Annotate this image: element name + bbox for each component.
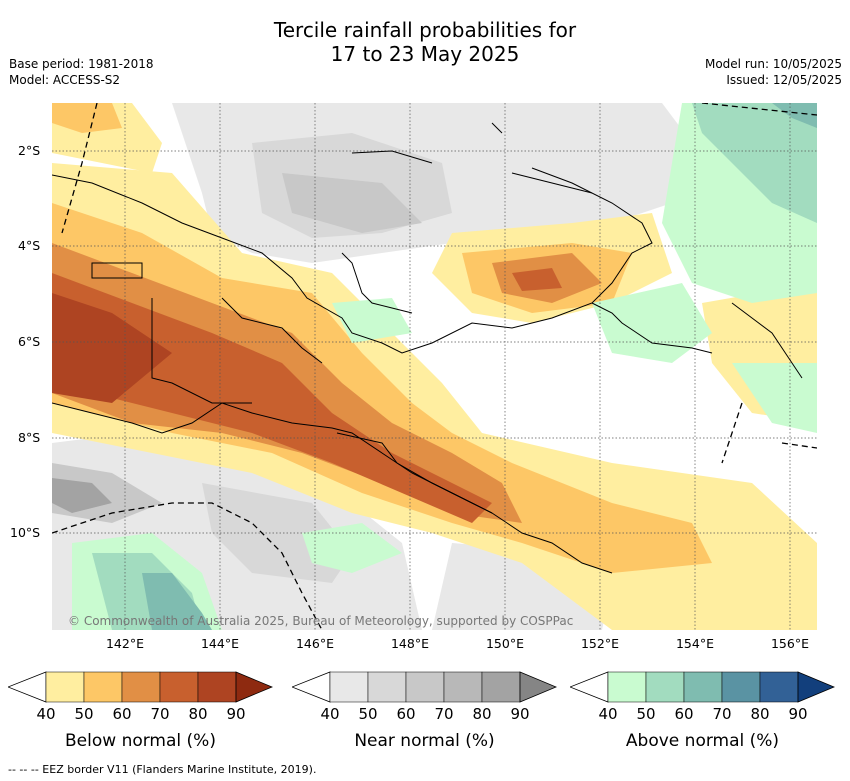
- colorbar-near-normal: [292, 671, 557, 703]
- colorbar-above-title: Above normal (%): [625, 731, 780, 751]
- cb-below-tick-40: 40: [36, 705, 56, 723]
- colorbar-above-bin-40: [607, 671, 647, 703]
- cb-above-tick-70: 70: [712, 705, 732, 723]
- colorbar-below-title: Below normal (%): [65, 731, 216, 751]
- coastlines: [52, 122, 803, 574]
- cb-near-tick-50: 50: [358, 705, 378, 723]
- lon-label-154e: 154°E: [675, 636, 714, 651]
- colorbar-near-bin-80: [481, 671, 521, 703]
- colorbar-above-bin-70: [721, 671, 761, 703]
- cb-below-tick-50: 50: [74, 705, 94, 723]
- base-period-text: Base period: 1981-2018: [9, 57, 154, 71]
- lat-label-10s: 10°S: [10, 525, 41, 540]
- model-text: Model: ACCESS-S2: [9, 73, 121, 87]
- eez-borders: [52, 103, 817, 630]
- issued-text: Issued: 12/05/2025: [726, 73, 842, 87]
- colorbar-below-lower-extend: [8, 671, 47, 703]
- colorbar-below-bin-50: [83, 671, 123, 703]
- colorbar-near-bin-40: [329, 671, 369, 703]
- map-canvas: [52, 103, 817, 630]
- cb-above-tick-90: 90: [788, 705, 808, 723]
- lon-label-148e: 148°E: [390, 636, 429, 651]
- colorbar-near-title: Near normal (%): [354, 731, 495, 751]
- lon-label-144e: 144°E: [200, 636, 239, 651]
- colorbar-below-bin-40: [45, 671, 85, 703]
- colorbar-below-normal: [8, 671, 273, 703]
- colorbar-near-lower-extend: [292, 671, 331, 703]
- title-line-1: Tercile rainfall probabilities for: [273, 18, 577, 42]
- meta-left: Base period: 1981-2018 Model: ACCESS-S2: [9, 56, 154, 88]
- colorbar-near-bin-50: [367, 671, 407, 703]
- probability-map: [52, 103, 817, 630]
- colorbar-below-upper-extend: [235, 671, 273, 703]
- colorbar-above-bin-50: [645, 671, 685, 703]
- cb-near-tick-40: 40: [320, 705, 340, 723]
- cb-below-tick-80: 80: [188, 705, 208, 723]
- map-title: Tercile rainfall probabilities for 17 to…: [0, 18, 850, 66]
- colorbar-below-bin-80: [197, 671, 237, 703]
- meta-right: Model run: 10/05/2025 Issued: 12/05/2025: [705, 56, 842, 88]
- colorbar-above-normal: [570, 671, 835, 703]
- title-line-2: 17 to 23 May 2025: [330, 42, 520, 66]
- lon-label-156e: 156°E: [770, 636, 809, 651]
- cb-above-tick-60: 60: [674, 705, 694, 723]
- cb-below-tick-90: 90: [226, 705, 246, 723]
- cb-near-tick-80: 80: [472, 705, 492, 723]
- lat-label-2s: 2°S: [18, 143, 41, 158]
- lat-label-4s: 4°S: [18, 238, 41, 253]
- model-run-text: Model run: 10/05/2025: [704, 57, 842, 71]
- colorbar-near-bin-70: [443, 671, 483, 703]
- colorbar-below-bin-60: [121, 671, 161, 703]
- lon-label-142e: 142°E: [105, 636, 144, 651]
- cb-near-tick-90: 90: [510, 705, 530, 723]
- copyright-text: © Commonwealth of Australia 2025, Bureau…: [68, 614, 574, 628]
- cb-above-tick-40: 40: [598, 705, 618, 723]
- above-normal-regions: [72, 103, 817, 630]
- cb-below-tick-70: 70: [150, 705, 170, 723]
- colorbar-above-bin-80: [759, 671, 799, 703]
- lon-label-146e: 146°E: [295, 636, 334, 651]
- colorbar-near-bin-60: [405, 671, 445, 703]
- cb-above-tick-80: 80: [750, 705, 770, 723]
- colorbar-above-bin-60: [683, 671, 723, 703]
- lat-label-6s: 6°S: [18, 334, 41, 349]
- colorbar-below-bin-70: [159, 671, 199, 703]
- lon-label-152e: 152°E: [580, 636, 619, 651]
- colorbar-near-upper-extend: [519, 671, 557, 703]
- cb-below-tick-60: 60: [112, 705, 132, 723]
- cb-near-tick-70: 70: [434, 705, 454, 723]
- lon-label-150e: 150°E: [485, 636, 524, 651]
- lat-label-8s: 8°S: [18, 430, 41, 445]
- eez-footnote: -- -- -- EEZ border V11 (Flanders Marine…: [8, 763, 317, 776]
- cb-above-tick-50: 50: [636, 705, 656, 723]
- cb-near-tick-60: 60: [396, 705, 416, 723]
- colorbar-above-upper-extend: [797, 671, 835, 703]
- colorbar-above-lower-extend: [570, 671, 609, 703]
